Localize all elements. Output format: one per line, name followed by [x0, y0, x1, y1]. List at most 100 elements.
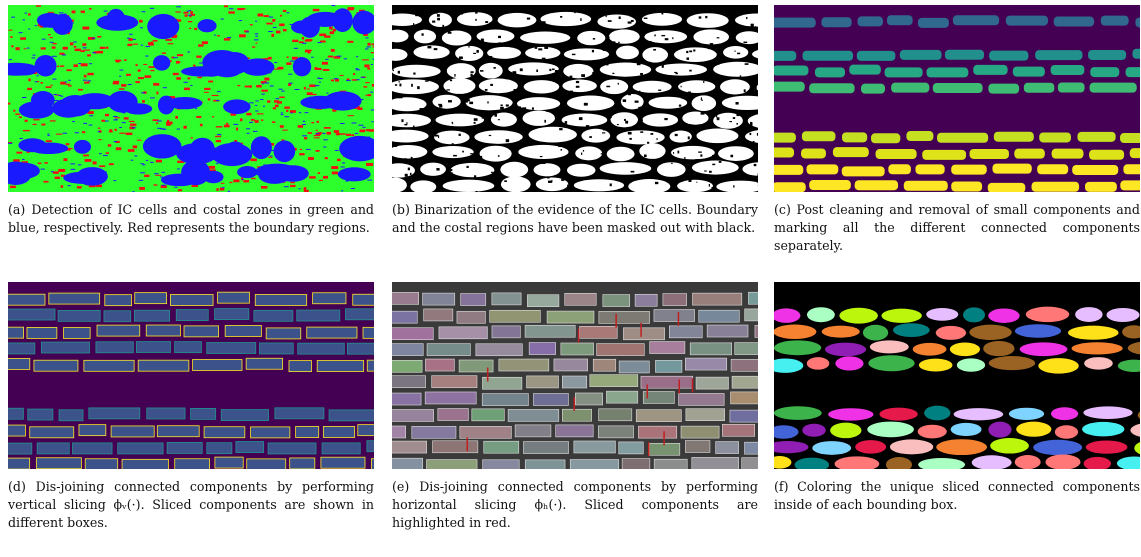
texture [58, 310, 100, 321]
texture [474, 118, 478, 121]
texture [395, 84, 397, 86]
texture [635, 151, 637, 153]
texture [162, 52, 166, 53]
texture [639, 91, 640, 93]
texture [165, 39, 172, 41]
texture [41, 124, 45, 126]
texture [177, 54, 183, 56]
texture [302, 43, 307, 44]
texture [410, 48, 413, 50]
texture [392, 393, 421, 405]
texture [591, 64, 594, 67]
texture [51, 171, 54, 172]
texture [572, 54, 575, 55]
texture [27, 48, 30, 49]
texture [983, 341, 1014, 356]
texture [686, 51, 688, 53]
texture [362, 127, 365, 128]
texture [994, 132, 1034, 142]
texture [686, 409, 725, 421]
texture [289, 361, 312, 372]
texture [671, 163, 672, 164]
texture [261, 119, 263, 121]
texture [685, 358, 726, 370]
texture [305, 40, 312, 42]
texture [567, 164, 596, 177]
texture [28, 29, 30, 30]
texture [988, 84, 1019, 94]
texture [52, 43, 56, 44]
texture [546, 5, 550, 7]
texture [87, 73, 93, 75]
texture [89, 115, 93, 116]
texture [41, 47, 46, 49]
texture [103, 155, 108, 156]
texture [674, 47, 717, 62]
texture [696, 182, 697, 183]
texture [275, 105, 279, 108]
texture [233, 148, 237, 149]
texture [662, 65, 664, 68]
texture [647, 62, 651, 65]
texture [322, 443, 360, 454]
texture [619, 16, 621, 19]
texture [35, 25, 37, 26]
texture [158, 64, 160, 65]
texture [70, 163, 75, 164]
texture [175, 342, 202, 353]
image-e [392, 282, 758, 469]
texture [365, 82, 369, 83]
texture [77, 186, 82, 188]
texture [718, 110, 721, 112]
texture [710, 43, 713, 44]
texture [189, 15, 191, 17]
texture [316, 121, 319, 123]
texture [673, 177, 674, 178]
texture [53, 94, 57, 95]
texture [614, 128, 616, 131]
texture [190, 85, 192, 86]
texture [520, 140, 522, 141]
texture [101, 120, 105, 122]
texture [718, 146, 754, 161]
texture [218, 71, 222, 72]
texture [413, 45, 449, 59]
texture [475, 12, 477, 14]
texture [607, 116, 610, 118]
texture [742, 458, 758, 469]
texture [957, 358, 985, 371]
texture [861, 84, 885, 94]
texture [8, 309, 55, 320]
texture [28, 409, 53, 420]
texture [561, 343, 594, 355]
texture [153, 55, 170, 70]
texture [347, 343, 374, 354]
texture [292, 40, 298, 42]
texture [74, 64, 78, 67]
texture [138, 69, 141, 71]
texture [756, 78, 758, 79]
texture [536, 94, 538, 95]
texture [216, 163, 218, 164]
texture [356, 15, 360, 16]
texture [546, 11, 547, 12]
texture [371, 52, 374, 53]
texture [415, 15, 419, 17]
texture [544, 120, 546, 123]
texture [712, 187, 716, 188]
texture [71, 169, 76, 170]
texture [54, 100, 58, 101]
texture [442, 31, 472, 46]
texture [802, 131, 836, 141]
texture [591, 27, 593, 28]
texture [681, 426, 719, 438]
texture [89, 63, 92, 64]
texture [692, 95, 717, 111]
texture [15, 47, 19, 50]
texture [1132, 49, 1140, 59]
texture [809, 83, 854, 93]
texture [27, 88, 32, 90]
texture [215, 136, 221, 137]
texture [127, 38, 130, 39]
texture [576, 81, 579, 83]
